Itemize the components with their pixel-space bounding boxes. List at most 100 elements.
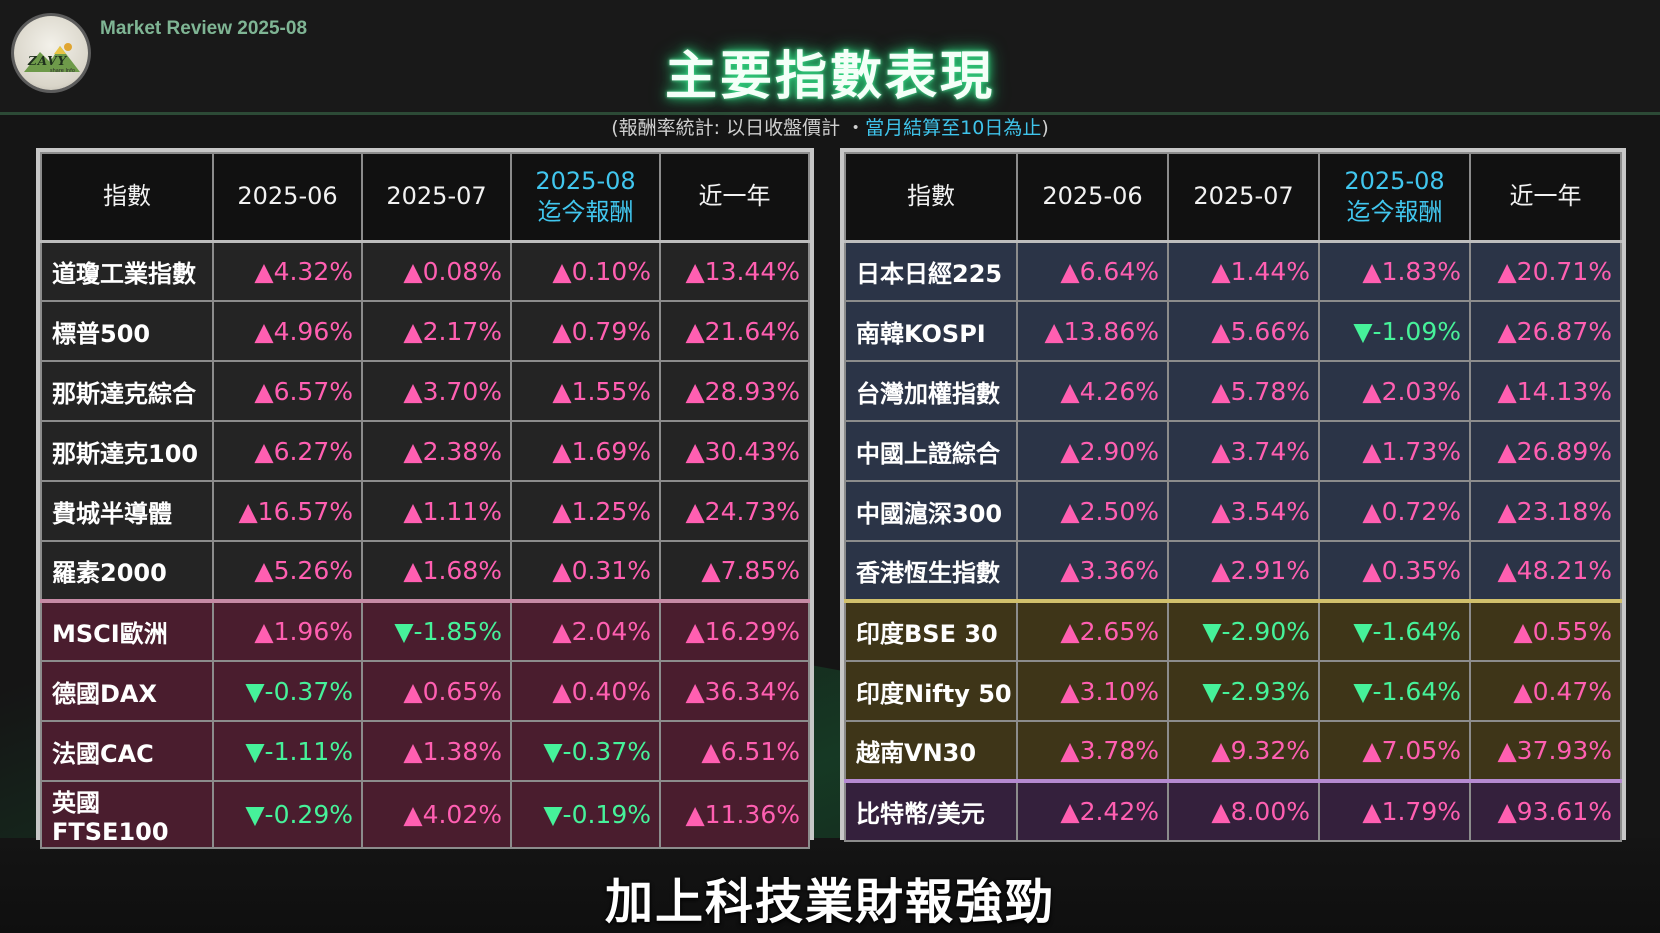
return-value: 3.74% (1230, 436, 1310, 466)
return-cell: ▲3.10% (1016, 660, 1169, 722)
return-value: 48.21% (1516, 556, 1612, 585)
return-value: 3.54% (1230, 496, 1310, 526)
return-value: 2.03% (1381, 376, 1461, 406)
right-table-body: 日本日經225 ▲6.64% ▲1.44% ▲1.83% ▲20.71% 南韓KOSPI ▲… (844, 240, 1622, 842)
up-triangle-icon: ▲ (1497, 736, 1517, 765)
return-value: 28.93% (704, 376, 800, 406)
up-triangle-icon: ▲ (1044, 316, 1064, 346)
return-cell: ▲7.05% (1318, 720, 1471, 782)
review-label: Market Review 2025-08 (100, 18, 308, 39)
return-value: 24.73% (704, 496, 800, 526)
up-triangle-icon: ▲ (403, 496, 423, 526)
up-triangle-icon: ▲ (552, 316, 572, 346)
return-value: 0.65% (422, 676, 502, 706)
up-triangle-icon: ▲ (685, 376, 705, 406)
up-triangle-icon: ▲ (1497, 316, 1517, 346)
return-value: 1.83% (1381, 256, 1461, 286)
table-row: 德國DAX ▼-0.37% ▲0.65% ▲0.40% ▲36.34% (40, 660, 810, 722)
up-triangle-icon: ▲ (1060, 496, 1080, 526)
return-cell: ▲1.11% (361, 480, 512, 542)
up-triangle-icon: ▲ (1211, 797, 1231, 826)
return-value: 5.26% (273, 556, 353, 585)
return-cell: ▲6.64% (1016, 240, 1169, 302)
return-cell: ▲30.43% (659, 420, 810, 482)
return-value: 1.44% (1230, 256, 1310, 286)
return-value: -2.93% (1221, 676, 1310, 706)
return-value: 23.18% (1516, 496, 1612, 526)
return-value: -1.64% (1372, 617, 1461, 646)
left-table: 指數 2025-06 2025-07 2025-08 迄今報酬 近一年 道瓊工業指… (40, 152, 810, 849)
return-cell: ▲37.93% (1469, 720, 1622, 782)
return-value: 2.04% (571, 617, 651, 646)
up-triangle-icon: ▲ (1362, 256, 1382, 286)
up-triangle-icon: ▲ (1497, 256, 1517, 286)
index-name: 英國FTSE100 (40, 780, 214, 849)
return-cell: ▼-0.29% (212, 780, 363, 849)
up-triangle-icon: ▲ (1362, 436, 1382, 466)
left-index-table: 指數 2025-06 2025-07 2025-08 迄今報酬 近一年 道瓊工業指… (36, 148, 814, 849)
col-aug: 2025-08 迄今報酬 (510, 152, 661, 243)
up-triangle-icon: ▲ (1211, 256, 1231, 286)
return-cell: ▲2.03% (1318, 360, 1471, 422)
index-name: 標普500 (40, 300, 214, 362)
up-triangle-icon: ▲ (1362, 496, 1382, 526)
return-note: (報酬率統計: 以日收盤價計 ・當月結算至10日為止) (0, 113, 1660, 140)
return-value: -0.29% (264, 800, 353, 829)
up-triangle-icon: ▲ (1060, 436, 1080, 466)
return-cell: ▲6.27% (212, 420, 363, 482)
index-name: 德國DAX (40, 660, 214, 722)
down-triangle-icon: ▼ (245, 736, 265, 766)
return-value: -1.09% (1372, 316, 1461, 346)
up-triangle-icon: ▲ (403, 256, 423, 286)
index-name: 台灣加權指數 (844, 360, 1018, 422)
return-value: 4.02% (422, 800, 502, 829)
index-name: 比特幣/美元 (844, 779, 1018, 842)
return-value: 0.08% (422, 256, 502, 286)
up-triangle-icon: ▲ (685, 436, 705, 466)
return-cell: ▲1.55% (510, 360, 661, 422)
return-value: -2.90% (1221, 617, 1310, 646)
return-cell: ▲16.57% (212, 480, 363, 542)
up-triangle-icon: ▲ (1060, 556, 1080, 585)
table-row: 那斯達克100 ▲6.27% ▲2.38% ▲1.69% ▲30.43% (40, 420, 810, 482)
return-cell: ▲13.86% (1016, 300, 1169, 362)
return-value: -0.19% (562, 800, 651, 829)
up-triangle-icon: ▲ (1211, 556, 1231, 585)
logo-text: ZAVY (28, 54, 68, 68)
return-cell: ▲2.91% (1167, 540, 1320, 602)
up-triangle-icon: ▲ (1513, 676, 1533, 706)
col-aug-line1: 2025-08 (1344, 166, 1445, 195)
up-triangle-icon: ▲ (403, 800, 423, 829)
return-cell: ▲1.69% (510, 420, 661, 482)
page-title: 主要指數表現 (664, 47, 995, 107)
logo-subtext: share Info (50, 68, 75, 74)
return-value: 93.61% (1516, 797, 1612, 826)
down-triangle-icon: ▼ (1202, 617, 1222, 646)
return-cell: ▲1.73% (1318, 420, 1471, 482)
return-cell: ▲24.73% (659, 480, 810, 542)
col-jul: 2025-07 (361, 152, 512, 243)
index-name: 越南VN30 (844, 720, 1018, 782)
return-value: 1.55% (571, 376, 651, 406)
right-table: 指數 2025-06 2025-07 2025-08 迄今報酬 近一年 日本日經2… (844, 152, 1622, 842)
return-cell: ▲3.78% (1016, 720, 1169, 782)
return-cell: ▲4.96% (212, 300, 363, 362)
return-value: 2.90% (1079, 436, 1159, 466)
return-value: -1.85% (413, 617, 502, 646)
table-row: 香港恆生指數 ▲3.36% ▲2.91% ▲0.35% ▲48.21% (844, 540, 1622, 602)
col-index: 指數 (844, 152, 1018, 243)
down-triangle-icon: ▼ (543, 736, 563, 766)
col-index: 指數 (40, 152, 214, 243)
return-cell: ▼-1.85% (361, 599, 512, 662)
index-name: 法國CAC (40, 720, 214, 782)
return-value: 5.66% (1230, 316, 1310, 346)
return-value: 6.27% (273, 436, 353, 466)
return-cell: ▲2.65% (1016, 599, 1169, 662)
col-aug: 2025-08 迄今報酬 (1318, 152, 1471, 243)
return-value: 13.86% (1063, 316, 1159, 346)
right-index-table: 指數 2025-06 2025-07 2025-08 迄今報酬 近一年 日本日經2… (840, 148, 1626, 842)
col-aug-line2: 迄今報酬 (537, 197, 634, 226)
return-value: 6.64% (1079, 256, 1159, 286)
up-triangle-icon: ▲ (403, 316, 423, 346)
index-name: MSCI歐洲 (40, 599, 214, 662)
